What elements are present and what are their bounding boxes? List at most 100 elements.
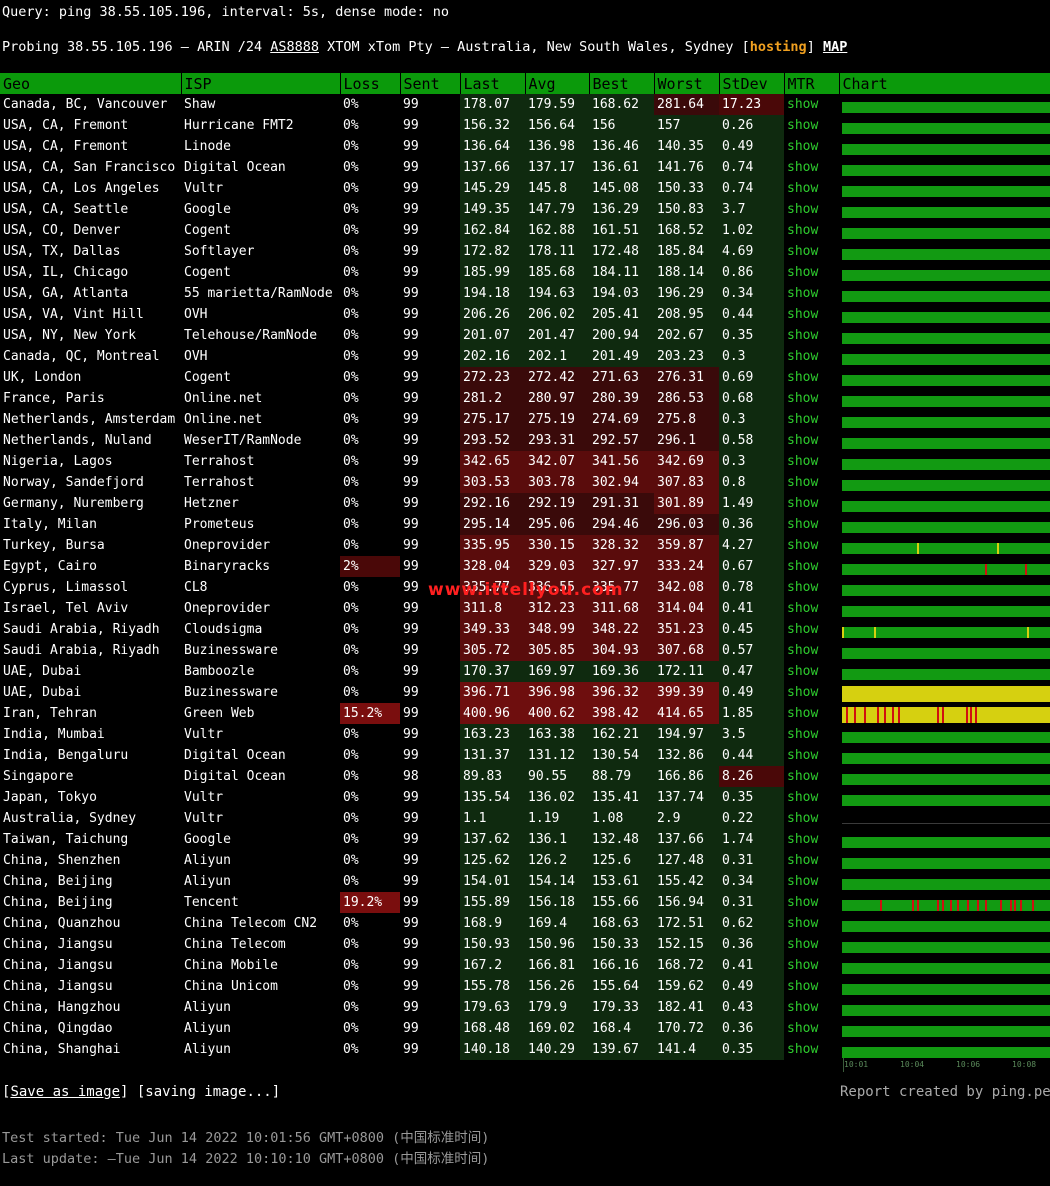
col-worst[interactable]: Worst — [654, 73, 720, 94]
cell-mtr[interactable]: show — [787, 244, 819, 259]
cell-chart — [839, 493, 1050, 514]
asn-link[interactable]: AS8888 — [270, 39, 319, 55]
latency-chart-bar — [842, 983, 1050, 995]
cell-mtr[interactable]: show — [787, 286, 819, 301]
cell-mtr[interactable]: show — [787, 979, 819, 994]
chart-tick — [985, 899, 987, 911]
cell-mtr[interactable]: show — [787, 475, 819, 490]
cell-mtr[interactable]: show — [787, 664, 819, 679]
col-mtr[interactable]: MTR — [784, 73, 840, 94]
cell-mtr[interactable]: show — [787, 1042, 819, 1057]
chart-tick — [1025, 563, 1027, 575]
cell-isp: Aliyun — [184, 1042, 231, 1057]
cell-mtr[interactable]: show — [787, 307, 819, 322]
cell-mtr[interactable]: show — [787, 937, 819, 952]
cell-mtr[interactable]: show — [787, 1000, 819, 1015]
cell-mtr[interactable]: show — [787, 265, 819, 280]
cell-mtr[interactable]: show — [787, 454, 819, 469]
cell-mtr[interactable]: show — [787, 748, 819, 763]
cell-sent: 99 — [403, 412, 419, 427]
cell-mtr[interactable]: show — [787, 874, 819, 889]
col-best[interactable]: Best — [589, 73, 655, 94]
cell-mtr[interactable]: show — [787, 853, 819, 868]
col-chart[interactable]: Chart — [839, 73, 1050, 94]
cell-mtr[interactable]: show — [787, 118, 819, 133]
cell-mtr[interactable]: show — [787, 601, 819, 616]
cell-mtr[interactable]: show — [787, 685, 819, 700]
cell-worst: 2.9 — [654, 808, 719, 829]
cell-mtr[interactable]: show — [787, 496, 819, 511]
cell-mtr[interactable]: show — [787, 559, 819, 574]
cell-worst: 156.94 — [654, 892, 719, 913]
col-geo[interactable]: Geo — [0, 73, 182, 94]
cell-isp: China Telecom CN2 — [184, 916, 318, 931]
cell-isp: Binaryracks — [184, 559, 271, 574]
cell-mtr[interactable]: show — [787, 160, 819, 175]
col-loss[interactable]: Loss — [340, 73, 401, 94]
cell-avg: 163.38 — [525, 724, 589, 745]
map-link[interactable]: MAP — [822, 39, 848, 55]
cell-mtr[interactable]: show — [787, 790, 819, 805]
cell-mtr[interactable]: show — [787, 181, 819, 196]
hosting-tag[interactable]: hosting — [749, 39, 807, 55]
cell-mtr[interactable]: show — [787, 517, 819, 532]
col-avg[interactable]: Avg — [525, 73, 590, 94]
cell-mtr[interactable]: show — [787, 622, 819, 637]
cell-isp: Aliyun — [184, 853, 231, 868]
cell-sent: 99 — [403, 790, 419, 805]
cell-mtr[interactable]: show — [787, 706, 819, 721]
cell-mtr[interactable]: show — [787, 433, 819, 448]
cell-mtr[interactable]: show — [787, 958, 819, 973]
cell-mtr[interactable]: show — [787, 832, 819, 847]
latency-chart-bar — [842, 647, 1050, 659]
cell-avg: 131.12 — [525, 745, 589, 766]
cell-mtr[interactable]: show — [787, 811, 819, 826]
cell-last: 185.99 — [460, 262, 525, 283]
cell-mtr[interactable]: show — [787, 97, 819, 112]
cell-avg: 396.98 — [525, 682, 589, 703]
cell-mtr[interactable]: show — [787, 1021, 819, 1036]
cell-avg: 154.14 — [525, 871, 589, 892]
cell-mtr[interactable]: show — [787, 895, 819, 910]
table-row: USA, CA, Los Angeles Vultr 0% 99 145.29 145.8… — [0, 178, 1050, 199]
latency-chart-bar — [842, 269, 1050, 281]
cell-avg: 145.8 — [525, 178, 589, 199]
cell-loss: 0% — [343, 139, 359, 154]
cell-mtr[interactable]: show — [787, 580, 819, 595]
cell-mtr[interactable]: show — [787, 223, 819, 238]
cell-mtr[interactable]: show — [787, 349, 819, 364]
latency-chart-bar — [842, 332, 1050, 344]
col-isp[interactable]: ISP — [181, 73, 341, 94]
cell-mtr[interactable]: show — [787, 391, 819, 406]
col-stdev[interactable]: StDev — [719, 73, 785, 94]
col-sent[interactable]: Sent — [400, 73, 461, 94]
cell-isp: Oneprovider — [184, 538, 271, 553]
cell-mtr[interactable]: show — [787, 538, 819, 553]
cell-mtr[interactable]: show — [787, 643, 819, 658]
cell-mtr[interactable]: show — [787, 769, 819, 784]
cell-mtr[interactable]: show — [787, 139, 819, 154]
last-update: Last update: —Tue Jun 14 2022 10:10:10 G… — [2, 1151, 490, 1167]
cell-loss: 0% — [343, 307, 359, 322]
chart-tick — [877, 706, 879, 723]
cell-stdev: 0.69 — [719, 367, 784, 388]
cell-mtr[interactable]: show — [787, 412, 819, 427]
cell-loss: 0% — [343, 664, 359, 679]
cell-stdev: 0.22 — [719, 808, 784, 829]
cell-worst: 132.86 — [654, 745, 719, 766]
cell-mtr[interactable]: show — [787, 328, 819, 343]
cell-mtr[interactable]: show — [787, 727, 819, 742]
cell-isp: Cogent — [184, 223, 231, 238]
cell-mtr[interactable]: show — [787, 202, 819, 217]
col-last[interactable]: Last — [460, 73, 526, 94]
cell-worst: 137.74 — [654, 787, 719, 808]
cell-worst: 182.41 — [654, 997, 719, 1018]
cell-last: 155.89 — [460, 892, 525, 913]
chart-tick — [985, 563, 987, 575]
table-row: China, Shanghai Aliyun 0% 99 140.18 140.29 139… — [0, 1039, 1050, 1060]
cell-mtr[interactable]: show — [787, 370, 819, 385]
cell-mtr[interactable]: show — [787, 916, 819, 931]
cell-isp: Softlayer — [184, 244, 255, 259]
save-as-image-link[interactable]: Save as image — [10, 1084, 121, 1100]
table-row: China, Jiangsu China Mobile 0% 99 167.2 166.8… — [0, 955, 1050, 976]
